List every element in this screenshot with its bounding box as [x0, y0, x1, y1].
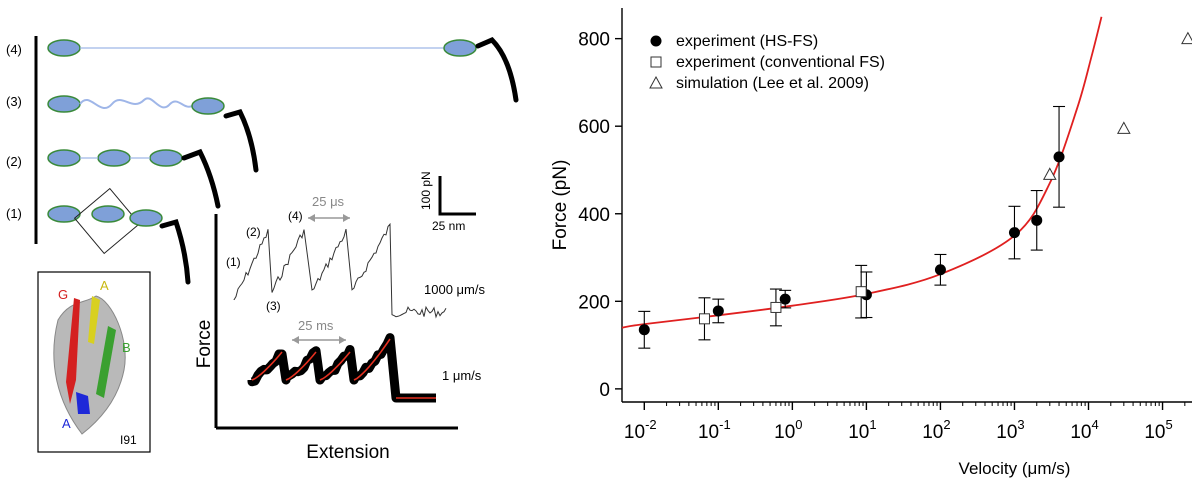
cantilever-tip	[223, 109, 259, 173]
data-markers	[638, 31, 1192, 349]
strand-label-a-prime: A	[100, 278, 109, 293]
peak-label-1: (1)	[226, 255, 241, 269]
trace-x-axis-label: Extension	[306, 442, 389, 463]
y-tick-label: 400	[578, 205, 610, 226]
scale-distance-label: 25 nm	[432, 219, 465, 233]
state-label-4: (4)	[6, 42, 22, 57]
domain-blob	[191, 97, 225, 115]
legend-label: experiment (HS-FS)	[676, 33, 818, 50]
data-point	[1053, 151, 1065, 163]
domain-blob	[91, 205, 125, 223]
trace-y-axis-label: Force	[194, 320, 215, 369]
strand-label-b: B	[122, 340, 131, 355]
state-1-protein	[47, 187, 191, 285]
highlight-box	[73, 187, 141, 255]
force-velocity-chart: Force (pN) Velocity (μm/s) 0 200 400 600 800…	[550, 8, 1192, 478]
x-axis-label: Velocity (μm/s)	[959, 459, 1071, 478]
state-4-protein	[47, 37, 519, 103]
data-point	[934, 264, 946, 276]
data-point	[855, 286, 867, 298]
strand-a	[76, 392, 90, 414]
x-tick-label: 101	[848, 417, 876, 443]
legend: experiment (HS-FS) experiment (convention…	[649, 33, 885, 92]
x-tick-label: 103	[996, 417, 1024, 443]
data-point	[698, 313, 710, 325]
strand-a-prime	[88, 296, 100, 344]
domain-label: I91	[120, 433, 137, 447]
state-label-2: (2)	[6, 154, 22, 169]
scale-force-label: 100 pN	[419, 171, 433, 210]
domain-blob	[443, 39, 477, 57]
data-point	[1042, 167, 1057, 180]
unfolding-states-panel: (4) (3) (2) (1)	[6, 36, 519, 285]
state-3-protein	[47, 95, 259, 173]
structure-inset: G A B A I91	[37, 271, 151, 453]
cantilever-tip	[181, 148, 221, 209]
axis-ticks: 0 200 400 600 800 10-2 10-1 100 101 102 103 104 105	[578, 30, 1186, 443]
speed-label-fast: 1000 μm/s	[424, 282, 485, 297]
x-tick-label: 102	[922, 417, 950, 443]
strand-g	[66, 298, 80, 404]
time-label-fast: 25 μs	[312, 194, 345, 209]
data-point	[638, 324, 650, 336]
time-label-slow: 25 ms	[298, 318, 334, 333]
peak-label-2: (2)	[246, 225, 261, 239]
cantilever-tip	[159, 218, 191, 285]
peak-label-3: (3)	[266, 299, 281, 313]
y-axis-label: Force (pN)	[550, 160, 571, 251]
unfolding-chain	[79, 97, 193, 110]
legend-marker	[650, 56, 662, 68]
domain-blob	[149, 149, 183, 167]
data-point	[779, 293, 791, 305]
strand-label-g: G	[58, 287, 68, 302]
domain-blob	[47, 95, 81, 113]
strand-label-a: A	[62, 416, 71, 431]
cantilever-tip	[475, 37, 519, 103]
speed-label-slow: 1 μm/s	[442, 368, 482, 383]
slow-trace-fit	[251, 338, 436, 399]
y-tick-label: 800	[578, 30, 610, 51]
fast-sawtooth-trace	[233, 222, 447, 319]
domain-blob	[129, 209, 163, 227]
y-tick-label: 600	[578, 117, 610, 138]
data-point	[712, 305, 724, 317]
peak-label-4: (4)	[288, 209, 303, 223]
domain-blob	[47, 39, 81, 57]
x-tick-label: 104	[1070, 417, 1098, 443]
scale-bar	[438, 176, 476, 216]
x-tick-label: 105	[1144, 417, 1172, 443]
state-label-1: (1)	[6, 206, 22, 221]
data-point	[770, 301, 782, 313]
legend-label: experiment (conventional FS)	[676, 54, 885, 71]
domain-blob	[47, 149, 81, 167]
y-tick-label: 0	[599, 380, 610, 401]
data-point	[1181, 31, 1192, 45]
slow-sawtooth-trace	[247, 333, 436, 403]
domain-blob	[97, 149, 131, 167]
legend-marker	[649, 75, 663, 89]
x-tick-label: 100	[774, 417, 802, 443]
state-label-3: (3)	[6, 94, 22, 109]
strand-b	[96, 326, 116, 398]
data-point	[1116, 121, 1131, 134]
y-tick-label: 200	[578, 292, 610, 313]
state-2-protein	[47, 148, 221, 209]
x-tick-label: 10-2	[624, 417, 657, 443]
legend-label: simulation (Lee et al. 2009)	[676, 75, 869, 92]
data-point	[1031, 214, 1043, 226]
data-point	[1008, 227, 1020, 239]
force-trace-panel: Force Extension 100 pN 25 nm (1) (2) (3)…	[194, 171, 485, 463]
legend-marker	[650, 35, 662, 47]
x-tick-label: 10-1	[698, 417, 731, 443]
